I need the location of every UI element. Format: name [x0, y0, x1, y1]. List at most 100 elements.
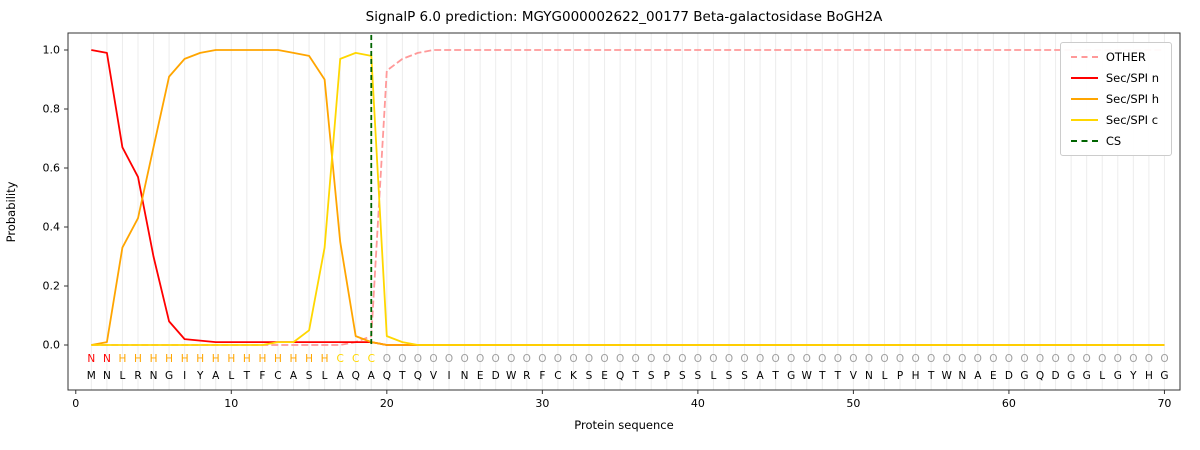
sequence-letter: H: [1145, 370, 1153, 382]
sequence-letter: G: [1020, 370, 1028, 382]
pred-label-letter: C: [352, 353, 359, 365]
sequence-letter: A: [337, 370, 345, 382]
series-lines: [91, 49, 1165, 346]
pred-label-letter: O: [896, 353, 904, 365]
sequence-letter: H: [912, 370, 920, 382]
pred-label-letter: O: [1160, 353, 1168, 365]
pred-label-letter: O: [398, 353, 406, 365]
pred-label-letter: O: [554, 353, 562, 365]
legend-item-label: Sec/SPI c: [1105, 113, 1159, 127]
pred-label-letter: O: [1098, 353, 1106, 365]
y-tick-label: 0.6: [43, 162, 61, 175]
sequence-letter: T: [818, 370, 826, 382]
series-line-sec-spi-c: [91, 52, 1165, 346]
x-tick-label: 40: [691, 397, 705, 410]
pred-label-letter: O: [911, 353, 919, 365]
pred-label-letter: O: [647, 353, 655, 365]
pred-label-letter: O: [1036, 353, 1044, 365]
pred-label-letter: O: [818, 353, 826, 365]
sequence-letter: M: [87, 370, 96, 382]
sequence-letter: T: [927, 370, 935, 382]
legend-item-label: Sec/SPI h: [1105, 92, 1159, 106]
y-tick-label: 0.8: [43, 103, 61, 116]
pred-label-letter: O: [383, 353, 391, 365]
pred-label-letter: H: [258, 353, 266, 365]
sequence-letter: T: [771, 370, 779, 382]
sequence-letter: I: [183, 370, 186, 382]
pred-label-letter: H: [150, 353, 158, 365]
legend-line-sample: [1070, 140, 1098, 142]
sequence-letter: G: [1067, 370, 1075, 382]
sequence-letter: Q: [352, 370, 360, 382]
sequence-letter: N: [461, 370, 469, 382]
legend-item: Sec/SPI c: [1070, 113, 1159, 127]
series-line-sec-spi-n: [91, 49, 1165, 346]
pred-label-letter: N: [103, 353, 111, 365]
pred-label-letter: H: [243, 353, 251, 365]
pred-label-letter: N: [87, 353, 95, 365]
legend-item: Sec/SPI n: [1070, 71, 1159, 85]
sequence-letter: D: [492, 370, 500, 382]
sequence-letter: V: [850, 370, 858, 382]
x-axis-ticks: 0 10 20 30 40 50 60 70: [72, 390, 1171, 410]
y-tick-label: 0.2: [43, 280, 61, 293]
sequence-letter: Q: [1036, 370, 1044, 382]
pred-label-letter: H: [165, 353, 173, 365]
pred-label-letter: H: [305, 353, 313, 365]
sequence-letter: A: [756, 370, 764, 382]
sequence-letter: V: [430, 370, 438, 382]
pred-label-letter: H: [118, 353, 126, 365]
sequence-letter: S: [586, 370, 593, 382]
pred-label-letter: O: [865, 353, 873, 365]
pred-label-letter: O: [1083, 353, 1091, 365]
pred-label-letter: O: [538, 353, 546, 365]
sequence-letter: D: [1052, 370, 1060, 382]
sequence-letter: S: [741, 370, 748, 382]
sequence-letter: E: [601, 370, 608, 382]
pred-label-letter: H: [181, 353, 189, 365]
sequence-letter: S: [306, 370, 313, 382]
sequence-letter: Q: [414, 370, 422, 382]
pred-label-letter: O: [460, 353, 468, 365]
pred-label-letter: C: [336, 353, 343, 365]
sequence-letter: T: [834, 370, 842, 382]
pred-label-letter: O: [974, 353, 982, 365]
pred-label-letter: O: [569, 353, 577, 365]
sequence-letter: Q: [383, 370, 391, 382]
pred-label-letter: O: [958, 353, 966, 365]
sequence-letter: I: [447, 370, 450, 382]
legend-item: OTHER: [1070, 50, 1159, 64]
x-tick-label: 30: [535, 397, 549, 410]
pred-label-letter: O: [927, 353, 935, 365]
sequence-letter: N: [865, 370, 873, 382]
sequence-letter: A: [368, 370, 376, 382]
x-tick-label: 50: [846, 397, 860, 410]
pred-label-letter: O: [772, 353, 780, 365]
legend-item: Sec/SPI h: [1070, 92, 1159, 106]
x-tick-label: 10: [224, 397, 238, 410]
pred-label-letter: H: [290, 353, 298, 365]
sequence-letter: E: [990, 370, 997, 382]
pred-label-letter: O: [1020, 353, 1028, 365]
pred-label-letter: O: [585, 353, 593, 365]
pred-label-letter: O: [725, 353, 733, 365]
y-tick-label: 0.4: [43, 221, 61, 234]
y-axis-ticks: 0.0 0.2 0.4 0.6 0.8 1.0: [43, 44, 68, 352]
sequence-letter: A: [212, 370, 220, 382]
pred-label-letter: O: [1145, 353, 1153, 365]
sequence-letter: S: [679, 370, 686, 382]
pred-label-letter: H: [227, 353, 235, 365]
pred-label-letter: O: [616, 353, 624, 365]
sequence-letter: T: [243, 370, 251, 382]
sequence-letter: Y: [196, 370, 204, 382]
x-tick-label: 60: [1002, 397, 1016, 410]
sequence-letter: G: [1083, 370, 1091, 382]
sequence-letter: K: [570, 370, 578, 382]
pred-label-letter: O: [476, 353, 484, 365]
sequence-letter: L: [710, 370, 716, 382]
pred-label-letter: O: [787, 353, 795, 365]
legend-item: CS: [1070, 134, 1159, 148]
